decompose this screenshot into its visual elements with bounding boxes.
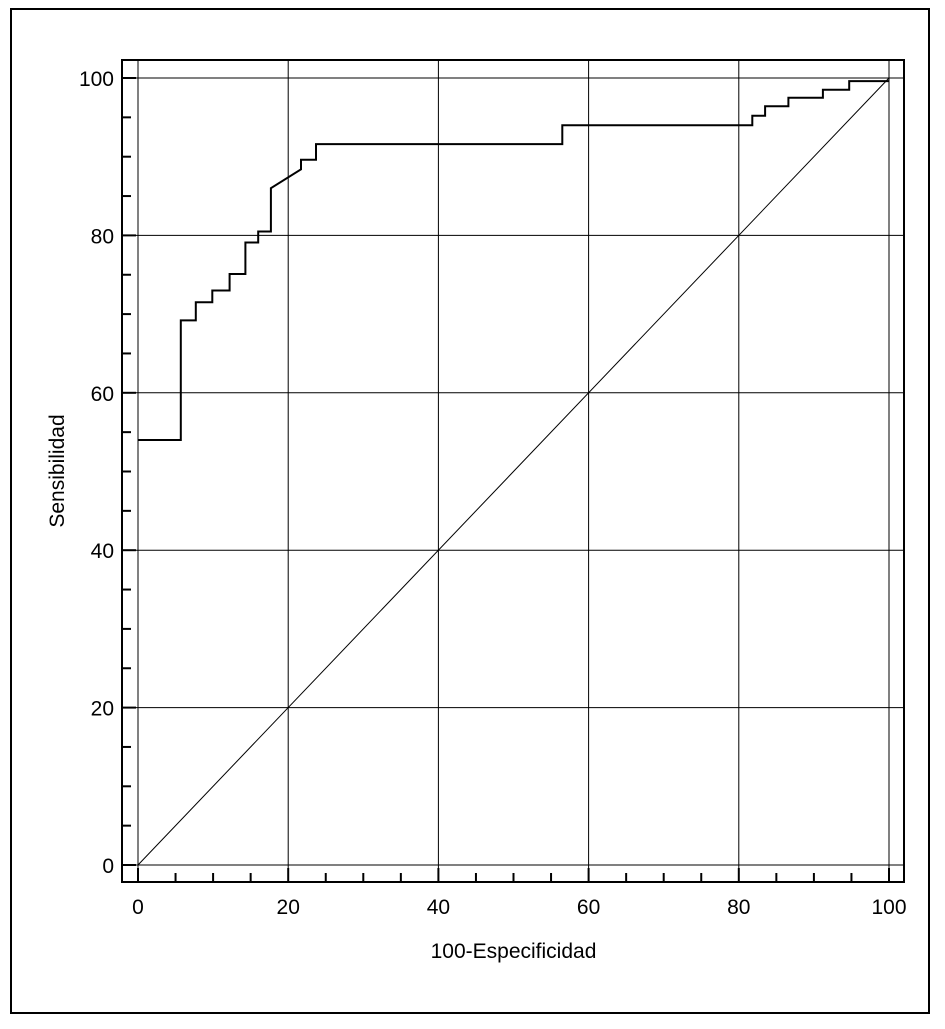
y-tick-label: 20 [91,698,114,721]
minor-ticks [122,77,890,882]
reference-diagonal-line [137,77,890,866]
series-group [137,77,890,866]
y-tick-label: 40 [91,540,114,563]
chart-frame [10,8,930,1014]
y-tick-label: 80 [91,225,114,248]
y-axis-label: Sensibilidad [46,414,69,527]
x-tick-label: 0 [132,896,144,919]
x-axis-label: 100-Especificidad [431,940,597,963]
y-tick-label: 60 [91,383,114,406]
y-tick-labels: 0 20 40 60 80 100 [79,68,114,878]
x-tick-label: 20 [277,896,300,919]
x-tick-labels: 0 20 40 60 80 100 [132,896,906,919]
x-tick-label: 40 [427,896,450,919]
x-tick-label: 80 [727,896,750,919]
x-tick-label: 60 [577,896,600,919]
y-tick-label: 100 [79,68,114,91]
y-tick-label: 0 [102,855,114,878]
roc-curve-line [138,80,889,441]
x-tick-label: 100 [871,896,906,919]
grid-lines [122,60,904,882]
